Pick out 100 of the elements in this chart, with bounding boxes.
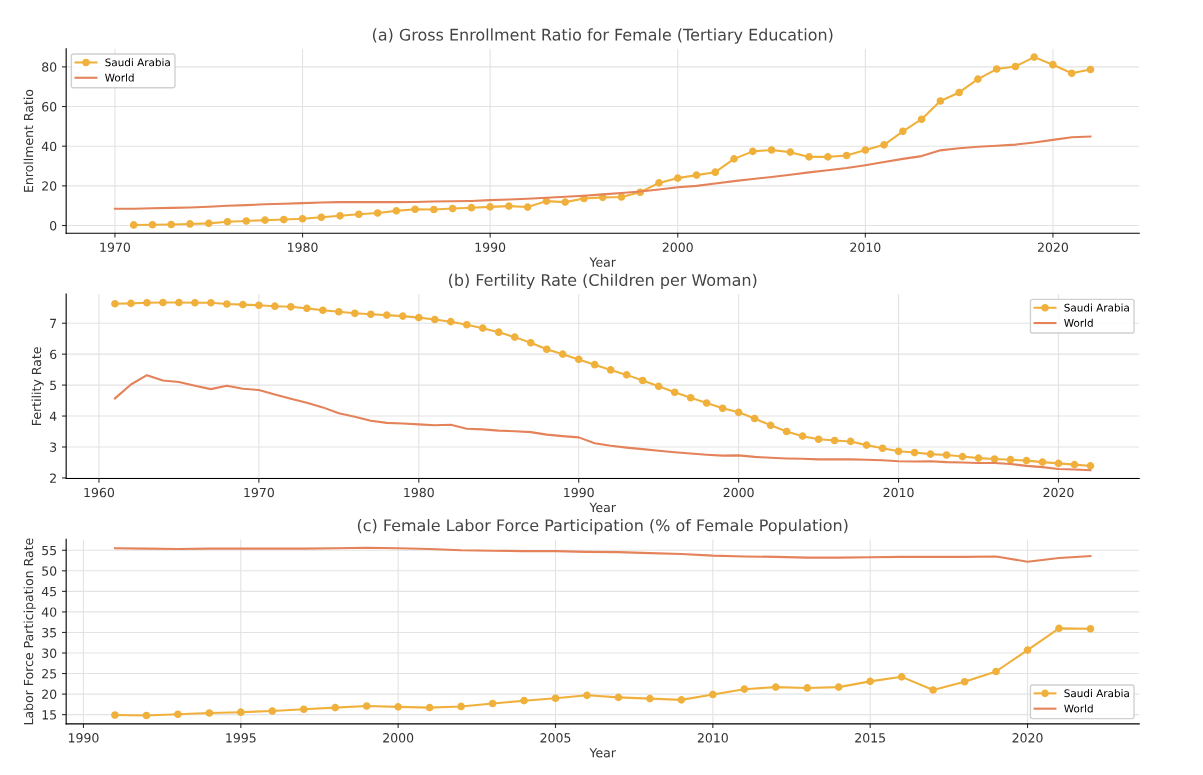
point xyxy=(677,696,686,704)
point xyxy=(929,686,937,694)
y-tick-label: 0 xyxy=(50,221,57,231)
point xyxy=(167,220,176,229)
point xyxy=(551,694,560,703)
y-tick-label: 5 xyxy=(50,380,57,391)
point xyxy=(1011,62,1020,71)
y-tick-label: 4 xyxy=(49,411,57,421)
point xyxy=(430,205,438,214)
point xyxy=(523,203,532,211)
point xyxy=(520,696,528,705)
y-axis-title: Fertility Rate xyxy=(31,347,44,425)
point xyxy=(242,217,251,225)
point xyxy=(692,171,701,179)
x-tick-label: 2000 xyxy=(662,242,693,252)
x-tick-label: 2020 xyxy=(1012,733,1043,743)
point xyxy=(223,217,232,226)
point xyxy=(561,198,570,206)
point xyxy=(148,220,157,229)
chart-title: (c) Female Labor Force Participation (% of Female Population) xyxy=(357,518,848,535)
point xyxy=(992,667,1000,676)
point xyxy=(786,148,795,156)
point xyxy=(467,203,476,212)
y-tick-label: 30 xyxy=(42,648,57,658)
point xyxy=(394,703,402,711)
point xyxy=(730,155,738,163)
point xyxy=(411,205,419,214)
point xyxy=(936,97,945,105)
point xyxy=(1086,65,1095,74)
x-axis-title: Year xyxy=(589,257,616,267)
point xyxy=(655,179,663,187)
point xyxy=(974,75,982,83)
chart-title: (a) Gross Enrollment Ratio for Female (Tertiary Education) xyxy=(372,28,833,44)
point xyxy=(646,694,654,703)
x-tick-label: 2000 xyxy=(383,733,414,743)
point xyxy=(448,204,457,213)
x-tick-label: 1990 xyxy=(68,733,99,743)
point xyxy=(129,221,138,229)
point xyxy=(917,115,926,124)
point xyxy=(992,65,1001,73)
legend-label: World xyxy=(1064,318,1093,327)
x-tick-label: 1990 xyxy=(475,242,506,252)
point xyxy=(897,673,906,681)
point xyxy=(261,216,269,224)
point xyxy=(1030,53,1039,61)
point xyxy=(142,711,151,720)
point xyxy=(617,193,626,201)
x-tick-label: 2005 xyxy=(540,733,571,743)
point xyxy=(955,88,963,97)
point xyxy=(583,691,591,700)
y-tick-label: 45 xyxy=(41,587,57,597)
point xyxy=(614,693,623,702)
x-tick-label: 1995 xyxy=(226,733,256,743)
point xyxy=(425,703,434,712)
point xyxy=(834,683,843,691)
point xyxy=(673,174,682,182)
x-tick-label: 2020 xyxy=(1043,487,1074,498)
x-tick-label: 2010 xyxy=(883,487,914,498)
point xyxy=(331,703,340,712)
point xyxy=(1067,69,1076,78)
y-tick-label: 7 xyxy=(50,318,57,328)
x-tick-label: 2010 xyxy=(697,733,728,743)
point xyxy=(880,140,888,149)
point xyxy=(805,153,813,161)
point xyxy=(174,710,182,719)
point xyxy=(709,690,717,699)
legend-label: World xyxy=(105,73,134,82)
point xyxy=(1055,624,1063,633)
point xyxy=(186,220,194,228)
x-axis-title: Year xyxy=(589,748,616,758)
point xyxy=(392,207,401,215)
point xyxy=(824,153,832,161)
y-tick-label: 60 xyxy=(42,102,57,112)
y-axis-title: Enrollment Ratio xyxy=(23,89,34,192)
x-tick-label: 2010 xyxy=(850,242,881,252)
point xyxy=(505,202,513,210)
point xyxy=(960,677,969,686)
y-tick-label: 55 xyxy=(42,545,57,556)
x-tick-label: 2000 xyxy=(723,487,754,498)
point xyxy=(1023,646,1032,654)
x-tick-label: 1970 xyxy=(244,487,274,498)
y-tick-label: 25 xyxy=(42,669,57,679)
x-tick-label: 1990 xyxy=(564,487,594,498)
x-tick-label: 1960 xyxy=(84,487,115,498)
point xyxy=(317,213,326,222)
point xyxy=(299,705,308,714)
legend-label: World xyxy=(1064,704,1093,713)
legend-label: Saudi Arabia xyxy=(1064,689,1129,698)
point xyxy=(803,684,812,692)
point xyxy=(373,209,382,217)
y-tick-label: 2 xyxy=(50,473,56,483)
point xyxy=(767,146,776,154)
y-tick-label: 3 xyxy=(50,442,57,452)
legend-label: Saudi Arabia xyxy=(105,58,170,67)
point xyxy=(111,711,119,719)
line-series xyxy=(113,135,1092,210)
x-tick-label: 2020 xyxy=(1037,242,1069,252)
y-tick-label: 40 xyxy=(41,607,57,617)
point xyxy=(842,151,851,160)
point xyxy=(457,702,465,711)
